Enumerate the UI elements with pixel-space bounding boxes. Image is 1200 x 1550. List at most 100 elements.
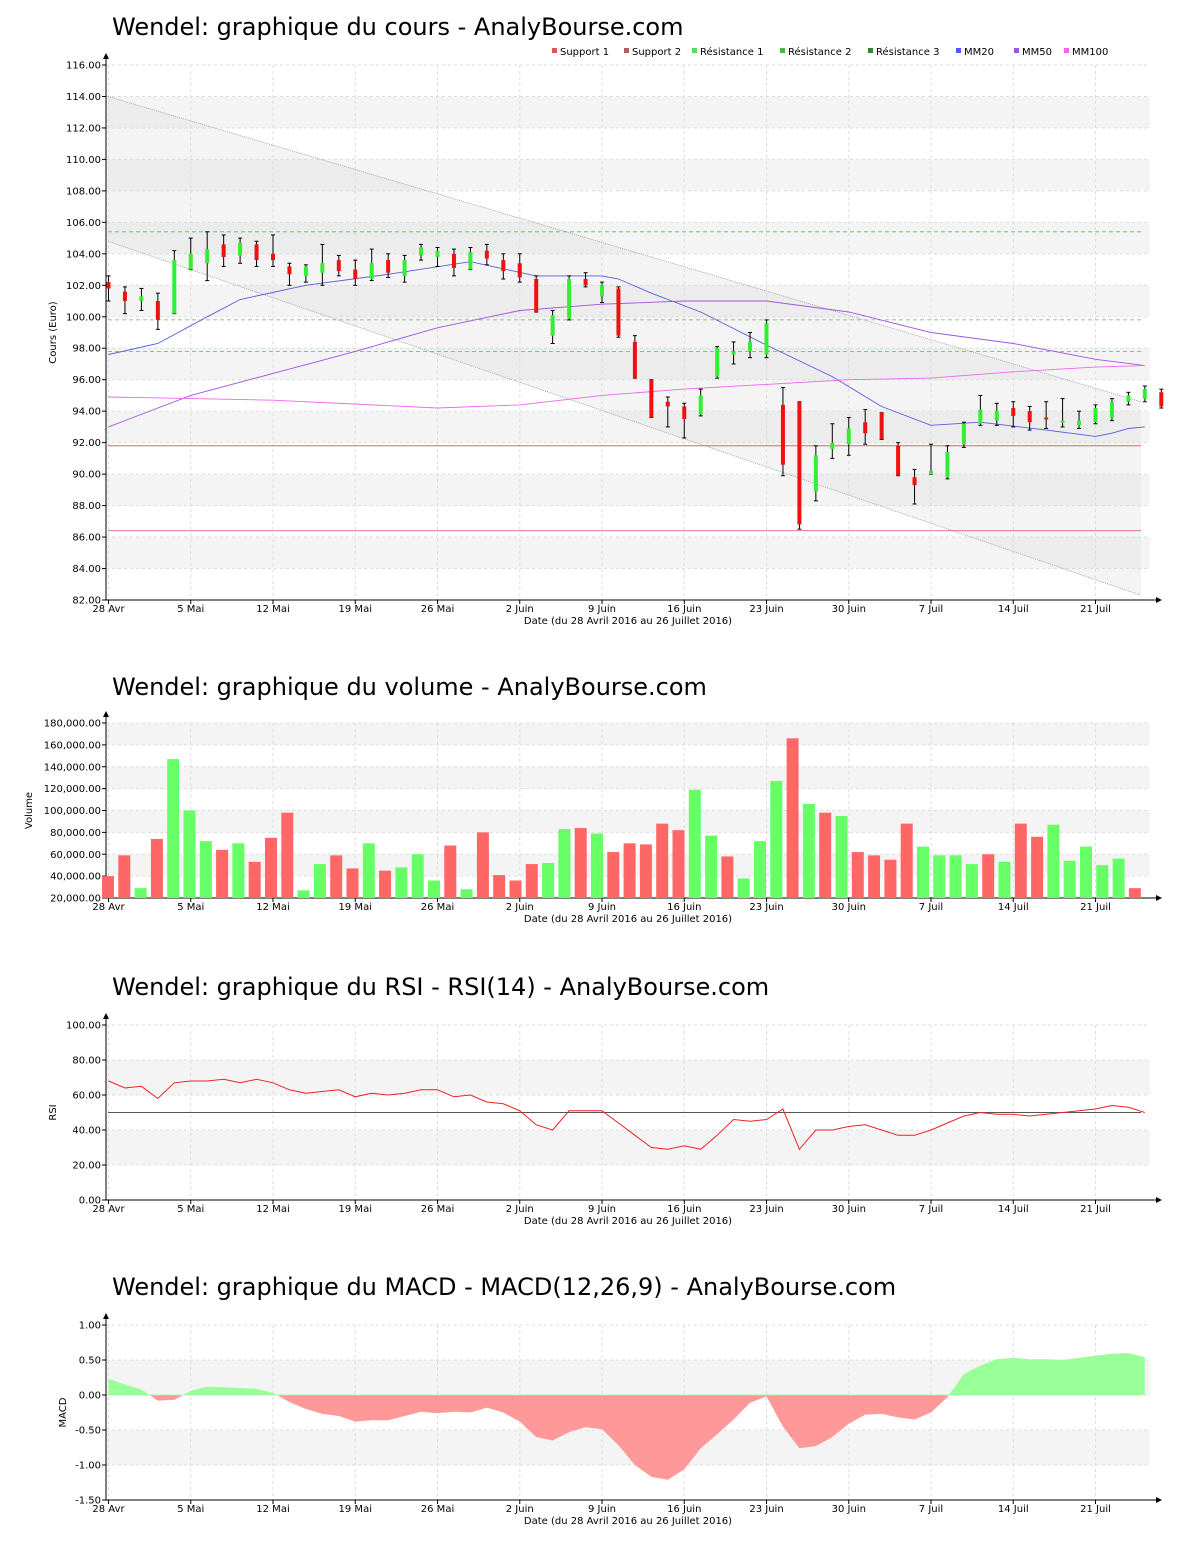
- grid-band: [106, 411, 1150, 443]
- x-tick-label: 26 Mai: [421, 604, 454, 615]
- x-tick-label: 14 Juil: [998, 1504, 1029, 1515]
- y-tick-label: 110.00: [66, 155, 101, 166]
- rsi-line: [108, 1078, 1145, 1151]
- volume-bar: [737, 878, 750, 898]
- macd-negative-area: [149, 1395, 184, 1401]
- y-tick-label: 106.00: [66, 218, 101, 229]
- y-tick-label: 1.00: [79, 1321, 101, 1332]
- y-tick-label: 86.00: [72, 533, 101, 544]
- legend-swatch: [956, 48, 961, 53]
- volume-bar: [313, 864, 326, 898]
- candle-body: [830, 442, 835, 449]
- y-tick-label: 92.00: [72, 438, 101, 449]
- x-tick-label: 28 Avr: [92, 604, 125, 615]
- legend-item: Support 2: [632, 47, 681, 58]
- y-tick-label: 60,000.00: [50, 850, 101, 861]
- volume-bar: [428, 880, 440, 898]
- candle-body: [451, 253, 456, 268]
- y-axis-arrow: [103, 53, 109, 59]
- y-tick-label: 180,000.00: [44, 719, 101, 730]
- grid-band: [106, 723, 1150, 745]
- candle-body: [764, 323, 769, 355]
- y-axis-label: RSI: [48, 1104, 59, 1120]
- volume-bar: [150, 838, 163, 898]
- legend-swatch: [552, 48, 557, 53]
- x-tick-label: 9 Juin: [588, 1204, 616, 1215]
- x-tick-label: 28 Avr: [92, 1204, 125, 1215]
- grid-band: [106, 222, 1150, 254]
- volume-bar: [493, 875, 506, 898]
- chart-volume: Wendel: graphique du volume - AnalyBours…: [24, 673, 1162, 925]
- grid-band: [106, 766, 1150, 789]
- candle-body: [1011, 408, 1016, 416]
- candle-body: [1077, 420, 1082, 426]
- y-tick-label: 84.00: [72, 564, 101, 575]
- volume-bar: [574, 828, 587, 898]
- candle-body: [846, 428, 851, 445]
- candle-body: [155, 301, 160, 320]
- y-tick-label: 20.00: [72, 1161, 101, 1172]
- candle-body: [583, 279, 588, 286]
- x-tick-label: 5 Mai: [177, 604, 204, 615]
- candle-body: [517, 263, 522, 278]
- volume-bar: [1014, 823, 1027, 898]
- grid-band: [106, 537, 1150, 569]
- x-tick-label: 23 Juin: [749, 604, 783, 615]
- candle-body: [961, 423, 966, 445]
- y-tick-label: 96.00: [72, 375, 101, 386]
- candle-body: [1159, 392, 1164, 407]
- candle-body: [435, 250, 440, 257]
- volume-bar: [819, 812, 832, 898]
- volume-bar: [754, 841, 766, 898]
- candle-body: [106, 282, 111, 289]
- candle-body: [501, 260, 506, 272]
- x-tick-label: 14 Juil: [998, 1204, 1029, 1215]
- x-tick-label: 5 Mai: [177, 1204, 204, 1215]
- volume-bar: [965, 864, 978, 898]
- x-tick-label: 19 Mai: [339, 1504, 372, 1515]
- volume-bar: [330, 855, 343, 898]
- volume-bar: [444, 845, 457, 898]
- legend-swatch: [1014, 48, 1019, 53]
- volume-bar: [917, 846, 929, 898]
- volume-bar: [118, 855, 131, 898]
- volume-bar: [656, 823, 669, 898]
- x-tick-label: 30 Juin: [832, 604, 866, 615]
- candle-body: [632, 341, 637, 379]
- x-tick-label: 12 Mai: [256, 604, 289, 615]
- volume-bar: [558, 829, 571, 898]
- y-tick-label: 160,000.00: [44, 740, 101, 751]
- candle-body: [715, 348, 720, 377]
- grid-band: [106, 159, 1150, 191]
- candle-body: [320, 263, 325, 273]
- x-tick-label: 26 Mai: [421, 902, 454, 913]
- y-tick-label: 20,000.00: [50, 894, 101, 905]
- candle-body: [616, 288, 621, 336]
- x-tick-label: 23 Juin: [749, 1204, 783, 1215]
- volume-bar: [705, 835, 718, 898]
- volume-bar: [672, 830, 685, 898]
- legend-item: Résistance 2: [788, 46, 851, 58]
- x-axis-label: Date (du 28 Avril 2016 au 26 Juillet 201…: [524, 1216, 732, 1227]
- volume-bar: [199, 841, 212, 898]
- candle-body: [534, 279, 539, 313]
- candle-body: [600, 285, 604, 297]
- x-tick-label: 12 Mai: [256, 1204, 289, 1215]
- volume-bar: [688, 789, 701, 898]
- candle-body: [896, 445, 901, 476]
- volume-bar: [1096, 865, 1109, 898]
- candle-body: [945, 452, 950, 478]
- y-axis-label: Volume: [24, 792, 35, 829]
- candle-body: [912, 477, 917, 486]
- x-axis-arrow: [1156, 597, 1162, 603]
- y-axis-arrow: [103, 1013, 109, 1019]
- chart-title: Wendel: graphique du MACD - MACD(12,26,9…: [112, 1273, 896, 1301]
- volume-bar: [998, 861, 1011, 898]
- candle-body: [402, 260, 407, 276]
- y-axis-label: MACD: [58, 1397, 69, 1427]
- candle-body: [172, 260, 177, 314]
- y-tick-label: 90.00: [72, 470, 101, 481]
- candle-body: [287, 266, 292, 275]
- candle-body: [254, 244, 259, 261]
